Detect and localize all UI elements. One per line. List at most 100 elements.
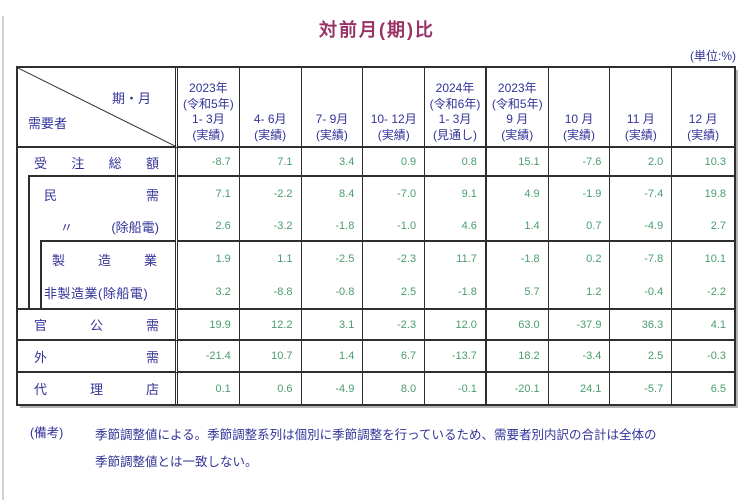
header-line: 2023年 <box>497 81 537 95</box>
value-cell: 18.2 <box>486 341 549 373</box>
header-line: (実績) <box>563 127 596 142</box>
value-cell: 12.2 <box>239 310 302 341</box>
row-label-text: 受 注 総 額 <box>34 156 159 171</box>
corner-top-label: 期・月 <box>111 91 151 106</box>
header-line: (実績) <box>315 127 348 142</box>
header-line: 9 月 <box>506 112 529 126</box>
value-cell: -2.2 <box>672 276 734 310</box>
row-label-private-demand-excl-ships-power: 〃 (除船電) <box>18 211 178 242</box>
row-label-agencies: 代 理 店 <box>18 373 178 404</box>
value-cell: 6.5 <box>710 382 726 395</box>
header-line: (実績) <box>624 127 657 142</box>
value-cell: 0.2 <box>549 242 611 276</box>
value-cell: -2.3 <box>363 242 426 276</box>
row-label-text: 官 公 需 <box>34 318 159 333</box>
header-line: 12 月 <box>688 112 718 126</box>
value-cell: -5.7 <box>610 373 673 404</box>
value-cell: -4.9 <box>302 373 364 404</box>
value-cell: 3.4 <box>301 148 364 177</box>
value-cell: -0.8 <box>301 276 364 310</box>
value-cell: 2.5 <box>363 276 426 310</box>
row-label-text: 非製造業(除船電) <box>44 285 149 301</box>
row-label-text: 代 理 店 <box>34 382 159 397</box>
unit-label: (単位:%) <box>690 49 736 63</box>
value-cell: -1.8 <box>425 276 487 310</box>
value-cell: -2.5 <box>302 242 364 276</box>
column-header-q2: 4- 6月 (実績) <box>239 68 302 148</box>
header-line: 7- 9月 <box>315 112 349 126</box>
row-label-text: 外 需 <box>34 349 159 365</box>
corner-bottom-label: 需要者 <box>28 116 68 131</box>
header-line: (見通し) <box>432 127 477 142</box>
header-line: (令和5年) <box>491 96 543 111</box>
value-cell: 8.0 <box>363 373 426 404</box>
value-cell: 2.0 <box>610 148 673 177</box>
value-cell: -37.9 <box>548 310 611 341</box>
value-cell: -7.0 <box>363 177 426 211</box>
value-cell: 1.4 <box>486 211 549 242</box>
value-cell: 0.1 <box>178 373 240 404</box>
value-cell: 7.1 <box>239 148 302 177</box>
value-cell: 63.0 <box>486 310 549 341</box>
value-cell: 10.1 <box>704 253 726 265</box>
value-cell: -1.8 <box>487 242 549 276</box>
value-cell: -7.6 <box>548 148 611 177</box>
value-cell: 19.9 <box>178 310 240 341</box>
value-cell: 1.4 <box>301 341 364 373</box>
header-line: (実績) <box>501 127 534 142</box>
header-line: (令和5年) <box>183 96 234 111</box>
header-line: 2023年 <box>189 81 228 95</box>
value-cell: 0.7 <box>548 211 611 242</box>
value-cell: -1.0 <box>363 211 426 242</box>
value-cell: -3.4 <box>548 341 611 373</box>
value-cell: 24.1 <box>549 373 611 404</box>
remarks-note: (備考) 季節調整値による。季節調整系列は個別に季節調整を行っているため、需要者… <box>30 422 746 476</box>
value-cell: 9.1 <box>425 177 487 211</box>
value-cell: -2.3 <box>363 310 426 341</box>
value-cell: 5.7 <box>486 276 549 310</box>
header-line: 1- 3月 <box>192 112 225 126</box>
page-title: 対前月(期)比 <box>319 20 435 40</box>
remarks-line-2: 季節調整値とは一致しない。 <box>95 455 258 469</box>
value-cell: 4.9 <box>487 177 549 211</box>
column-header-sep: 2023年 (令和5年) 9 月 (実績) <box>486 68 549 148</box>
value-cell: 12.0 <box>425 310 487 341</box>
value-cell: -1.8 <box>301 211 364 242</box>
value-cell: -21.4 <box>178 341 240 373</box>
value-cell: -7.8 <box>610 242 673 276</box>
header-line: 4- 6月 <box>253 112 287 126</box>
corner-header-cell: 期・月 需要者 <box>18 68 178 148</box>
header-line: 1- 3月 <box>438 112 472 126</box>
value-cell: 10.3 <box>672 148 734 177</box>
value-cell: -7.4 <box>610 177 673 211</box>
header-line: (令和6年) <box>429 96 481 111</box>
value-cell: -20.1 <box>487 373 549 404</box>
row-label-foreign-demand: 外 需 <box>18 341 178 373</box>
header-line: (実績) <box>687 127 720 142</box>
value-cell: 1.1 <box>240 242 302 276</box>
value-cell: 2.5 <box>610 341 673 373</box>
row-label-manufacturing: 製 造 業 <box>18 242 178 276</box>
row-label-text: 〃 (除船電) <box>60 220 159 235</box>
remarks-text: 季節調整値による。季節調整系列は個別に季節調整を行っているため、需要者別内訳の合… <box>95 422 657 476</box>
row-label-text: 民 需 <box>44 187 159 203</box>
value-cell: -0.1 <box>425 373 487 404</box>
value-cell: 0.6 <box>240 373 302 404</box>
value-cell: 7.1 <box>178 177 240 211</box>
value-cell: -2.2 <box>240 177 302 211</box>
value-cell: 6.7 <box>363 341 426 373</box>
value-cell: -3.2 <box>239 211 302 242</box>
row-label-private-demand: 民 需 <box>18 177 178 211</box>
value-cell: -8.7 <box>178 148 240 177</box>
column-header-2023q1: 2023年 (令和5年) 1- 3月 (実績) <box>178 68 240 148</box>
value-cell: 19.8 <box>704 188 726 200</box>
value-cell: -4.9 <box>610 211 673 242</box>
header-line: (実績) <box>192 127 225 142</box>
diagonal-line <box>18 68 175 146</box>
value-cell: -13.7 <box>425 341 487 373</box>
row-label-government-demand: 官 公 需 <box>18 310 178 341</box>
value-cell: -0.4 <box>610 276 673 310</box>
row-label-non-manufacturing: 非製造業(除船電) <box>18 276 178 310</box>
value-cell: 4.1 <box>672 310 734 341</box>
value-cell: 1.2 <box>548 276 611 310</box>
